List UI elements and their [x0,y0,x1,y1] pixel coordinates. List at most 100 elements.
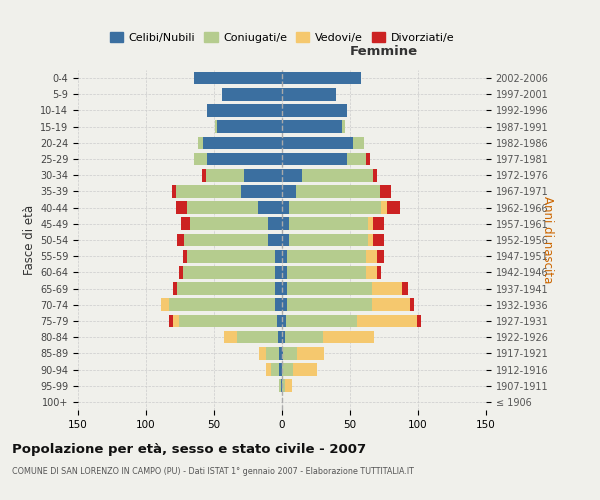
Bar [282,331,285,344]
Bar [187,250,275,262]
Bar [197,136,203,149]
Bar [296,185,380,198]
Bar [353,136,364,149]
Bar [282,136,353,149]
Bar [282,88,337,101]
Bar [373,169,377,181]
Bar [183,266,275,278]
Bar [282,363,293,376]
Bar [194,72,282,85]
Bar [277,314,282,328]
Bar [203,136,282,149]
Bar [279,347,282,360]
Bar [275,266,282,278]
Bar [381,202,387,214]
Bar [181,218,190,230]
Legend: Celibi/Nubili, Coniugati/e, Vedovi/e, Divorziati/e: Celibi/Nubili, Coniugati/e, Vedovi/e, Di… [106,28,458,48]
Bar [373,234,384,246]
Bar [357,314,416,328]
Bar [289,218,368,230]
Bar [302,169,373,181]
Bar [237,331,278,344]
Bar [293,363,317,376]
Bar [190,218,268,230]
Bar [177,234,184,246]
Bar [416,314,421,328]
Bar [287,282,372,295]
Bar [377,250,384,262]
Bar [176,202,187,214]
Bar [172,185,176,198]
Text: COMUNE DI SAN LORENZO IN CAMPO (PU) - Dati ISTAT 1° gennaio 2007 - Elaborazione : COMUNE DI SAN LORENZO IN CAMPO (PU) - Da… [12,468,414,476]
Bar [173,282,177,295]
Bar [266,347,279,360]
Bar [289,202,381,214]
Bar [176,185,241,198]
Bar [271,363,279,376]
Bar [282,202,289,214]
Bar [342,120,344,133]
Bar [289,234,368,246]
Bar [206,169,244,181]
Bar [282,218,289,230]
Bar [297,347,324,360]
Bar [268,218,282,230]
Bar [323,331,374,344]
Bar [161,298,169,311]
Bar [179,314,277,328]
Bar [282,104,347,117]
Bar [282,314,286,328]
Bar [373,218,384,230]
Bar [287,298,372,311]
Bar [266,363,271,376]
Bar [282,152,347,166]
Bar [282,298,287,311]
Bar [194,152,207,166]
Y-axis label: Anni di nascita: Anni di nascita [541,196,554,284]
Bar [372,298,410,311]
Bar [215,120,217,133]
Bar [222,88,282,101]
Bar [282,120,342,133]
Bar [367,152,370,166]
Bar [282,266,287,278]
Bar [282,250,287,262]
Bar [285,331,323,344]
Text: Maschi: Maschi [0,45,2,58]
Bar [283,347,297,360]
Bar [278,331,282,344]
Bar [367,250,377,262]
Bar [275,282,282,295]
Bar [244,169,282,181]
Bar [268,234,282,246]
Bar [387,202,400,214]
Bar [275,250,282,262]
Bar [207,152,282,166]
Bar [179,266,183,278]
Bar [224,331,237,344]
Bar [202,169,206,181]
Bar [259,347,266,360]
Bar [173,314,179,328]
Y-axis label: Fasce di età: Fasce di età [23,205,36,275]
Bar [287,266,367,278]
Bar [169,314,173,328]
Bar [282,282,287,295]
Bar [368,234,373,246]
Bar [287,250,367,262]
Bar [282,234,289,246]
Bar [169,298,275,311]
Bar [367,266,377,278]
Bar [275,298,282,311]
Text: Popolazione per età, sesso e stato civile - 2007: Popolazione per età, sesso e stato civil… [12,442,366,456]
Bar [377,266,381,278]
Bar [410,298,414,311]
Bar [184,234,268,246]
Bar [217,120,282,133]
Bar [281,380,282,392]
Bar [279,380,281,392]
Bar [347,152,367,166]
Bar [372,282,401,295]
Bar [241,185,282,198]
Bar [368,218,373,230]
